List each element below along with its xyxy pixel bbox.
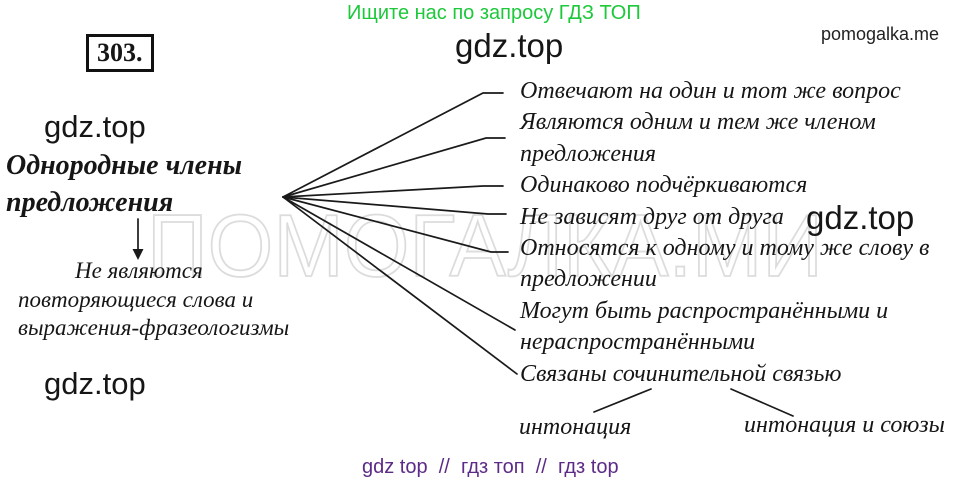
property-line: Не зависят друг от друга	[520, 203, 784, 230]
gdz-top-watermark-left-bottom: gdz.top	[44, 366, 146, 401]
site-name-label: pomogalka.me	[821, 24, 940, 44]
connector-line	[282, 196, 507, 215]
note-line2: повторяющиеся слова и	[18, 286, 254, 312]
connector-line	[282, 137, 506, 198]
property-line: предложении	[520, 266, 657, 293]
sub-connector-line	[593, 388, 652, 413]
property-line: Связаны сочинительной связью	[520, 360, 842, 387]
exercise-number: 303.	[97, 38, 143, 67]
down-arrow-head	[132, 249, 144, 260]
property-line: нераспространёнными	[520, 329, 756, 356]
note-line3: выражения-фразеологизмы	[18, 315, 290, 340]
gdz-top-watermark-center: gdz.top	[455, 27, 564, 64]
property-line: Одинаково подчёркиваются	[520, 172, 808, 199]
diagram-title-line1: Однородные члены	[6, 150, 243, 181]
sub-label-intonation-and-unions: интонация и союзы	[744, 412, 945, 438]
connector-line	[282, 196, 509, 253]
note-line1: Не являются	[75, 258, 203, 283]
sub-connector-line	[730, 388, 794, 417]
property-line: Отвечают на один и тот же вопрос	[520, 78, 901, 104]
connector-line	[282, 196, 518, 375]
promo-banner-text: Ищите нас по запросу ГДЗ ТОП	[347, 2, 641, 24]
footer-tags: gdz top // гдз топ // гдз top	[362, 456, 619, 478]
gdz-top-watermark-left-top: gdz.top	[44, 109, 146, 144]
connector-line	[282, 185, 504, 198]
properties-list: Отвечают на один и тот же вопрос Являютс…	[520, 76, 929, 390]
connector-line	[282, 92, 504, 198]
connector-line	[282, 196, 516, 331]
property-line: предложения	[520, 140, 657, 167]
property-line: Относятся к одному и тому же слову в	[520, 235, 930, 262]
diagram-title-line2: предложения	[6, 187, 174, 218]
big-watermark-text: ПОМОГАЛКА.МИ	[147, 196, 823, 295]
property-line: Являются одним и тем же членом	[520, 109, 876, 136]
exercise-number-box: 303.	[86, 34, 154, 72]
gdz-top-watermark-right: gdz.top	[806, 199, 915, 236]
note-text: Не являются повторяющиеся слова и выраже…	[18, 257, 289, 343]
diagram-title: Однородные члены предложения	[6, 147, 242, 221]
sub-label-intonation: интонация	[519, 414, 632, 440]
property-line: Могут быть распространёнными и	[520, 297, 889, 324]
